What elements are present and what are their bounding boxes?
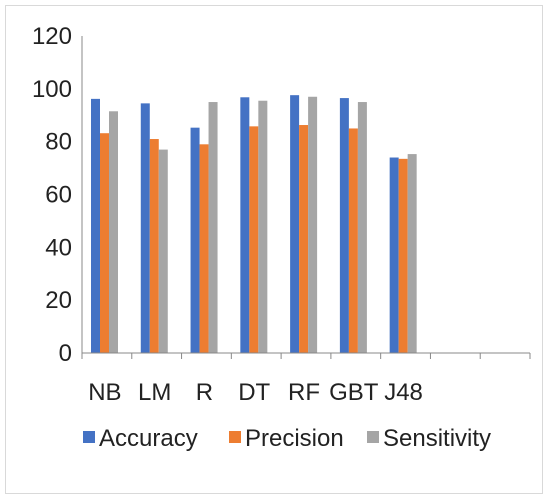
bar-sensitivity-rf xyxy=(308,96,318,353)
bar-sensitivity-j48 xyxy=(407,154,417,353)
bar-accuracy-dt xyxy=(240,97,250,353)
x-tick-label: LM xyxy=(138,379,171,406)
x-tick-label: RF xyxy=(288,379,320,406)
legend-swatch-sensitivity xyxy=(367,431,379,443)
bar-precision-rf xyxy=(299,125,309,353)
bar-sensitivity-gbt xyxy=(357,102,367,354)
y-tick-label: 40 xyxy=(45,234,72,261)
x-tick-label: R xyxy=(196,379,213,406)
bar-sensitivity-lm xyxy=(158,149,168,353)
legend-label-sensitivity: Sensitivity xyxy=(383,425,491,452)
x-tick-label: GBT xyxy=(329,379,379,406)
bar-precision-r xyxy=(199,144,209,353)
legend-swatch-accuracy xyxy=(83,431,95,443)
bar-sensitivity-dt xyxy=(258,100,268,354)
bar-accuracy-r xyxy=(190,127,200,353)
bar-accuracy-rf xyxy=(290,95,300,353)
bar-sensitivity-nb xyxy=(109,111,118,353)
legend-label-accuracy: Accuracy xyxy=(99,425,198,452)
bar-sensitivity-r xyxy=(208,102,218,354)
bar-accuracy-nb xyxy=(91,98,100,353)
bar-accuracy-j48 xyxy=(389,157,399,353)
legend-label-precision: Precision xyxy=(245,425,344,452)
x-tick-label: NB xyxy=(88,379,121,406)
bar-precision-gbt xyxy=(348,128,358,353)
x-tick-label: J48 xyxy=(384,379,423,406)
x-tick-label: DT xyxy=(238,379,270,406)
bar-precision-lm xyxy=(149,139,159,353)
y-tick-label: 80 xyxy=(45,129,72,156)
bar-accuracy-lm xyxy=(140,103,150,353)
y-tick-label: 100 xyxy=(32,76,72,103)
y-tick-label: 60 xyxy=(45,182,72,209)
bar-precision-dt xyxy=(249,126,259,353)
bar-precision-nb xyxy=(100,133,109,353)
bar-precision-j48 xyxy=(398,158,408,353)
y-tick-label: 20 xyxy=(45,287,72,314)
bar-accuracy-gbt xyxy=(339,98,349,354)
legend-swatch-precision xyxy=(229,431,241,443)
y-tick-label: 0 xyxy=(59,340,72,367)
y-tick-label: 120 xyxy=(32,23,72,50)
